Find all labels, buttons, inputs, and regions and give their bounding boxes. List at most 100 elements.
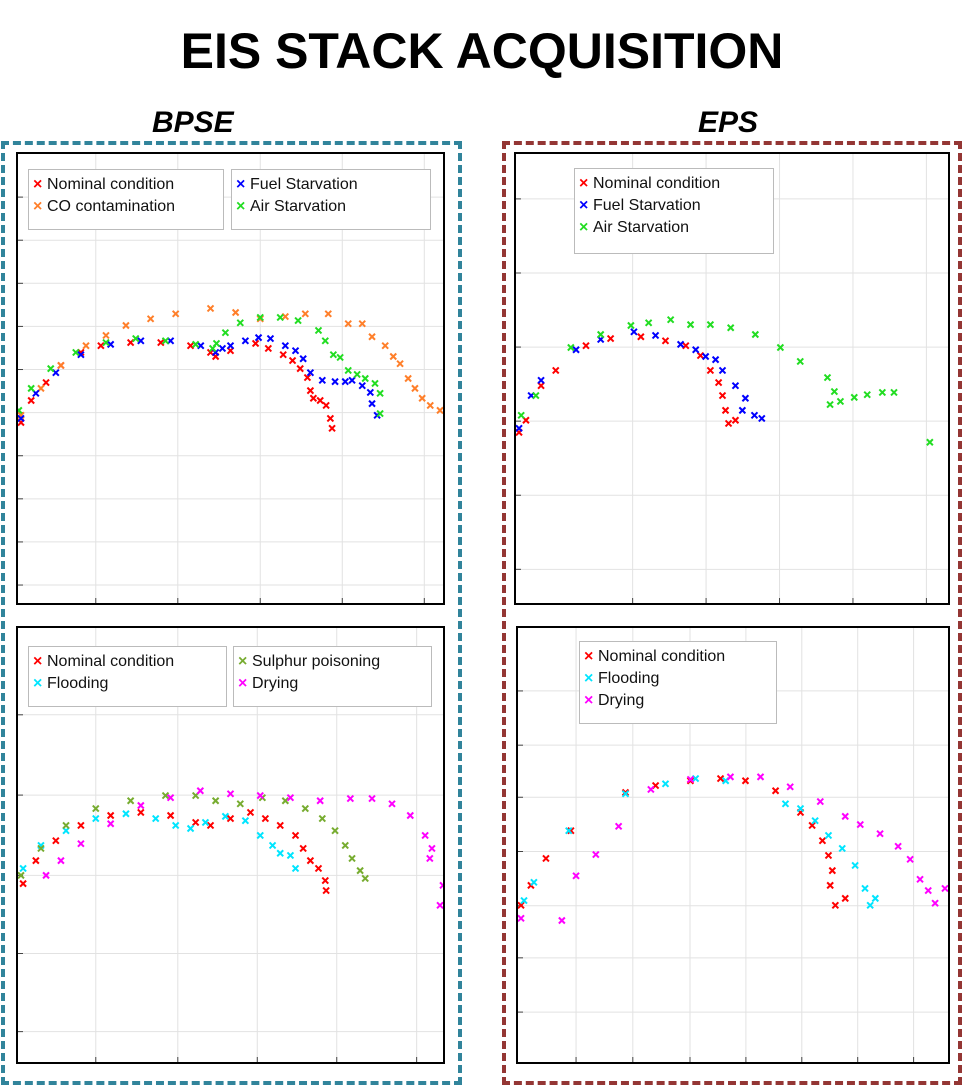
legend-label: Air Starvation	[593, 219, 690, 236]
data-point-nominal-condition	[696, 351, 705, 360]
data-point-drying	[226, 790, 235, 798]
data-point-drying	[42, 871, 50, 880]
data-point-nominal-condition	[42, 378, 50, 387]
data-point-drying	[77, 839, 85, 848]
data-point-fuel-starvation	[306, 368, 315, 377]
legend-marker-icon: ×	[238, 653, 248, 670]
legend-marker-icon: ×	[236, 176, 246, 193]
data-point-nominal-condition	[191, 818, 200, 827]
data-point-fuel-starvation	[366, 388, 375, 397]
data-point-air-starvation	[776, 343, 785, 352]
legend-marker-icon: ×	[33, 675, 43, 692]
data-point-flooding	[661, 780, 670, 788]
data-point-drying	[876, 830, 884, 838]
legend: × Nominal condition × Fuel Starvation × Air S…	[574, 168, 774, 254]
data-point-sulphur-poisoning	[361, 874, 369, 883]
data-point-flooding	[122, 810, 130, 818]
data-point-flooding	[268, 841, 277, 850]
data-point-nominal-condition	[276, 821, 284, 830]
data-point-nominal-condition	[321, 876, 329, 885]
data-point-nominal-condition	[808, 821, 816, 830]
legend-label: Flooding	[598, 670, 660, 687]
data-point-sulphur-poisoning	[236, 800, 244, 808]
data-point-nominal-condition	[826, 881, 834, 890]
data-point-drying	[558, 916, 566, 925]
data-point-drying	[786, 783, 794, 791]
data-point-flooding	[241, 816, 250, 825]
data-point-drying	[726, 773, 735, 781]
data-point-air-starvation	[926, 438, 934, 446]
data-point-air-starvation	[161, 337, 170, 345]
data-point-air-starvation	[212, 339, 221, 348]
data-point-flooding	[92, 814, 100, 823]
data-point-sulphur-poisoning	[281, 797, 290, 805]
data-point-fuel-starvation	[516, 424, 523, 433]
data-point-flooding	[871, 894, 880, 903]
data-point-air-starvation	[890, 388, 898, 397]
data-point-drying	[106, 820, 115, 828]
data-point-co-contamination	[396, 359, 404, 368]
data-point-drying	[931, 899, 939, 907]
data-point-nominal-condition	[567, 826, 575, 835]
data-point-air-starvation	[353, 370, 361, 379]
data-point-co-contamination	[171, 310, 180, 318]
data-point-fuel-starvation	[341, 377, 349, 386]
data-point-flooding	[691, 774, 700, 783]
data-point-drying	[647, 785, 655, 794]
data-point-air-starvation	[256, 313, 264, 322]
data-point-fuel-starvation	[572, 346, 580, 354]
data-point-nominal-condition	[32, 856, 40, 865]
data-point-co-contamination	[411, 384, 419, 393]
data-point-air-starvation	[314, 326, 323, 335]
legend-marker-icon: ×	[579, 197, 589, 214]
data-point-sulphur-poisoning	[341, 841, 349, 850]
legend-marker-icon: ×	[33, 653, 43, 670]
data-point-nominal-condition	[27, 396, 35, 405]
legend-marker-icon: ×	[579, 175, 589, 192]
data-point-nominal-condition	[661, 337, 670, 345]
data-point-drying	[428, 844, 436, 853]
data-point-drying	[756, 773, 765, 781]
data-point-fuel-starvation	[18, 414, 25, 423]
data-point-co-contamination	[122, 321, 130, 330]
data-point-nominal-condition	[264, 344, 273, 353]
data-point-fuel-starvation	[226, 342, 235, 350]
data-point-nominal-condition	[831, 901, 840, 910]
data-point-co-contamination	[301, 310, 310, 318]
data-point-nominal-condition	[97, 342, 105, 350]
data-point-nominal-condition	[328, 424, 336, 433]
data-point-nominal-condition	[714, 378, 723, 387]
data-point-air-starvation	[336, 353, 344, 362]
data-point-air-starvation	[371, 379, 379, 388]
data-point-flooding	[186, 824, 195, 833]
legend-label: Nominal condition	[47, 176, 175, 193]
data-point-fuel-starvation	[368, 399, 376, 408]
data-point-fuel-starvation	[676, 340, 685, 349]
data-point-nominal-condition	[166, 811, 175, 820]
legend-label: Air Starvation	[250, 198, 347, 215]
data-point-air-starvation	[221, 328, 230, 337]
data-point-air-starvation	[132, 334, 140, 343]
data-point-drying	[924, 886, 932, 895]
data-point-flooding	[838, 844, 846, 853]
data-point-nominal-condition	[828, 866, 837, 875]
data-point-air-starvation	[878, 388, 887, 397]
data-point-air-starvation	[344, 366, 352, 375]
data-point-fuel-starvation	[266, 334, 275, 343]
plot-canvas	[18, 628, 443, 1062]
data-point-co-contamination	[368, 333, 376, 341]
legend-entry: × Flooding	[33, 673, 222, 695]
data-point-drying	[841, 812, 849, 821]
data-point-fuel-starvation	[718, 366, 727, 375]
legend-entry: × Fuel Starvation	[236, 174, 426, 196]
data-point-drying	[916, 875, 924, 883]
data-point-flooding	[151, 814, 160, 823]
data-point-drying	[406, 811, 414, 820]
data-point-fuel-starvation	[318, 376, 327, 385]
data-point-co-contamination	[436, 406, 443, 415]
legend: × Nominal condition × CO contamination	[28, 169, 224, 230]
bpse-dashed-frame	[1, 141, 462, 1085]
data-point-air-starvation	[627, 321, 635, 330]
data-point-fuel-starvation	[197, 342, 205, 350]
data-point-fuel-starvation	[106, 340, 115, 349]
